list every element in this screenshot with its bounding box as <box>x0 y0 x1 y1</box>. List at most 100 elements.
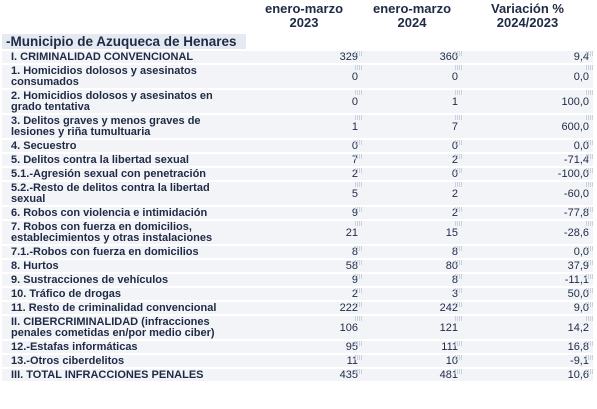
table-row: 11. Resto de criminalidad convencional 22… <box>2 302 593 314</box>
row-label: 13.-Otros ciberdelitos <box>2 355 246 367</box>
value-2024: 0 <box>362 168 462 180</box>
value-2024: 7 <box>362 115 462 138</box>
crime-statistics-table: enero-marzo 2023 enero-marzo 2024 Variac… <box>2 0 593 383</box>
value-2023: 222 <box>246 302 362 314</box>
variation-percent: 16,8 <box>462 341 593 353</box>
row-label: III. TOTAL INFRACCIONES PENALES <box>2 369 246 381</box>
value-2024: 360 <box>362 51 462 63</box>
row-label: 1. Homicidios dolosos y asesinatos consu… <box>2 65 246 88</box>
header-2024: enero-marzo 2024 <box>362 2 462 32</box>
table-row: 9. Sustracciones de vehículos 9 8 -11,1 <box>2 274 593 286</box>
row-label: 4. Secuestro <box>2 140 246 152</box>
value-2023: 2 <box>246 168 362 180</box>
value-2024: 111 <box>362 341 462 353</box>
value-2023: 9 <box>246 274 362 286</box>
header-row: enero-marzo 2023 enero-marzo 2024 Variac… <box>2 2 593 32</box>
row-label: 10. Tráfico de drogas <box>2 288 246 300</box>
variation-percent: -11,1 <box>462 274 593 286</box>
value-2024: 1 <box>362 90 462 113</box>
table-row: 3. Delitos graves y menos graves de lesi… <box>2 115 593 138</box>
value-2024: 2 <box>362 182 462 205</box>
variation-percent: 0,0 <box>462 140 593 152</box>
variation-percent: 600,0 <box>462 115 593 138</box>
value-2024: 8 <box>362 246 462 258</box>
value-2023: 5 <box>246 182 362 205</box>
header-variation: Variación % 2024/2023 <box>462 2 593 32</box>
row-label: 8. Hurtos <box>2 260 246 272</box>
table-row: 5.2.-Resto de delitos contra la libertad… <box>2 182 593 205</box>
municipio-row: -Municipio de Azuqueca de Henares <box>2 34 593 49</box>
value-2023: 0 <box>246 90 362 113</box>
table-row: II. CIBERCRIMINALIDAD (infracciones pena… <box>2 316 593 339</box>
row-label: II. CIBERCRIMINALIDAD (infracciones pena… <box>2 316 246 339</box>
row-label: 7. Robos con fuerza en domicilios, estab… <box>2 221 246 244</box>
variation-percent: 9,4 <box>462 51 593 63</box>
table-row: 5. Delitos contra la libertad sexual 7 2 -7… <box>2 154 593 166</box>
value-2023: 1 <box>246 115 362 138</box>
table-row: 13.-Otros ciberdelitos 11 10 -9,1 <box>2 355 593 367</box>
variation-percent: -28,6 <box>462 221 593 244</box>
value-2024: 8 <box>362 274 462 286</box>
header-2023: enero-marzo 2023 <box>246 2 362 32</box>
row-label: 3. Delitos graves y menos graves de lesi… <box>2 115 246 138</box>
value-2024: 80 <box>362 260 462 272</box>
table-row: I. CRIMINALIDAD CONVENCIONAL 329 360 9,4 <box>2 51 593 63</box>
variation-percent: 10,6 <box>462 369 593 381</box>
variation-percent: 9,0 <box>462 302 593 314</box>
table-row: 7.1.-Robos con fuerza en domicilios 8 8 0,0 <box>2 246 593 258</box>
row-label: 11. Resto de criminalidad convencional <box>2 302 246 314</box>
value-2023: 11 <box>246 355 362 367</box>
row-label: 9. Sustracciones de vehículos <box>2 274 246 286</box>
table-row: 4. Secuestro 0 0 0,0 <box>2 140 593 152</box>
row-label: I. CRIMINALIDAD CONVENCIONAL <box>2 51 246 63</box>
row-label: 6. Robos con violencia e intimidación <box>2 207 246 219</box>
value-2024: 242 <box>362 302 462 314</box>
variation-percent: 100,0 <box>462 90 593 113</box>
row-label: 5. Delitos contra la libertad sexual <box>2 154 246 166</box>
table-row: 7. Robos con fuerza en domicilios, estab… <box>2 221 593 244</box>
variation-percent: -77,8 <box>462 207 593 219</box>
value-2024: 0 <box>362 65 462 88</box>
variation-percent: 37,9 <box>462 260 593 272</box>
value-2024: 15 <box>362 221 462 244</box>
header-corner <box>2 2 246 32</box>
variation-percent: 50,0 <box>462 288 593 300</box>
value-2024: 0 <box>362 140 462 152</box>
variation-percent: 0,0 <box>462 65 593 88</box>
table-row: 8. Hurtos 58 80 37,9 <box>2 260 593 272</box>
value-2023: 0 <box>246 65 362 88</box>
value-2024: 10 <box>362 355 462 367</box>
value-2023: 106 <box>246 316 362 339</box>
variation-percent: -100,0 <box>462 168 593 180</box>
value-2023: 2 <box>246 288 362 300</box>
municipio-title: -Municipio de Azuqueca de Henares <box>2 34 246 49</box>
table-row: 1. Homicidios dolosos y asesinatos consu… <box>2 65 593 88</box>
table-row: 10. Tráfico de drogas 2 3 50,0 <box>2 288 593 300</box>
value-2023: 0 <box>246 140 362 152</box>
value-2023: 58 <box>246 260 362 272</box>
value-2023: 8 <box>246 246 362 258</box>
value-2024: 2 <box>362 154 462 166</box>
value-2023: 95 <box>246 341 362 353</box>
table-row: 5.1.-Agresión sexual con penetración 2 0 -1… <box>2 168 593 180</box>
row-label: 2. Homicidios dolosos y asesinatos en gr… <box>2 90 246 113</box>
table-row: 12.-Estafas informáticas 95 111 16,8 <box>2 341 593 353</box>
variation-percent: -60,0 <box>462 182 593 205</box>
variation-percent: -9,1 <box>462 355 593 367</box>
variation-percent: -71,4 <box>462 154 593 166</box>
value-2023: 329 <box>246 51 362 63</box>
table-row: III. TOTAL INFRACCIONES PENALES 435 481 10,… <box>2 369 593 381</box>
row-label: 7.1.-Robos con fuerza en domicilios <box>2 246 246 258</box>
value-2023: 7 <box>246 154 362 166</box>
table-row: 6. Robos con violencia e intimidación 9 2-… <box>2 207 593 219</box>
value-2024: 121 <box>362 316 462 339</box>
row-label: 12.-Estafas informáticas <box>2 341 246 353</box>
value-2023: 435 <box>246 369 362 381</box>
table-row: 2. Homicidios dolosos y asesinatos en gr… <box>2 90 593 113</box>
variation-percent: 0,0 <box>462 246 593 258</box>
row-label: 5.1.-Agresión sexual con penetración <box>2 168 246 180</box>
value-2024: 2 <box>362 207 462 219</box>
value-2023: 9 <box>246 207 362 219</box>
value-2024: 481 <box>362 369 462 381</box>
row-label: 5.2.-Resto de delitos contra la libertad… <box>2 182 246 205</box>
